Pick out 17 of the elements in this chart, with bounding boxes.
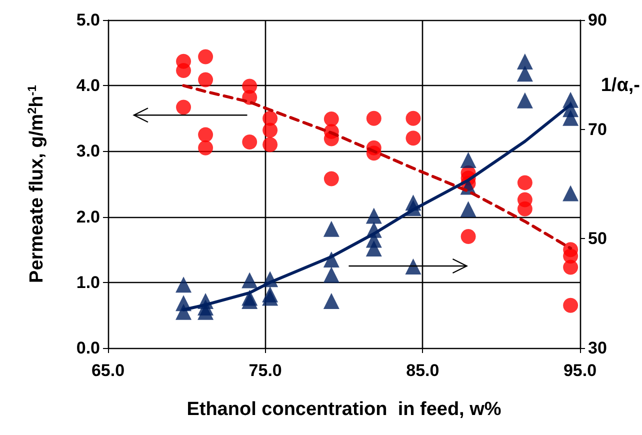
y-tick-label: 3.0 xyxy=(76,142,100,161)
y-tick-label: 1.0 xyxy=(76,272,100,292)
y-tick-label: 5.0 xyxy=(76,10,100,30)
y-tick-label: 0.0 xyxy=(76,338,100,358)
x-axis-title: Ethanol concentration in feed, w% xyxy=(186,399,502,420)
y-axis-title: Permeate flux, g/m2h-1 xyxy=(25,84,48,283)
x-tick-label: 75.0 xyxy=(248,361,282,380)
y-tick-label: 4.0 xyxy=(76,76,100,96)
y2-tick-label: 30 xyxy=(588,338,607,358)
x-tick-label: 65.0 xyxy=(91,361,125,380)
x-tick-label: 85.0 xyxy=(406,361,440,380)
y2-tick-label: 90 xyxy=(588,10,607,30)
y2-axis-title: 1/α,- xyxy=(600,75,640,96)
y2-tick-label: 50 xyxy=(588,229,607,248)
y-tick-label: 2.0 xyxy=(76,207,100,226)
x-tick-label: 95.0 xyxy=(563,361,597,380)
y2-tick-label: 70 xyxy=(588,120,607,139)
